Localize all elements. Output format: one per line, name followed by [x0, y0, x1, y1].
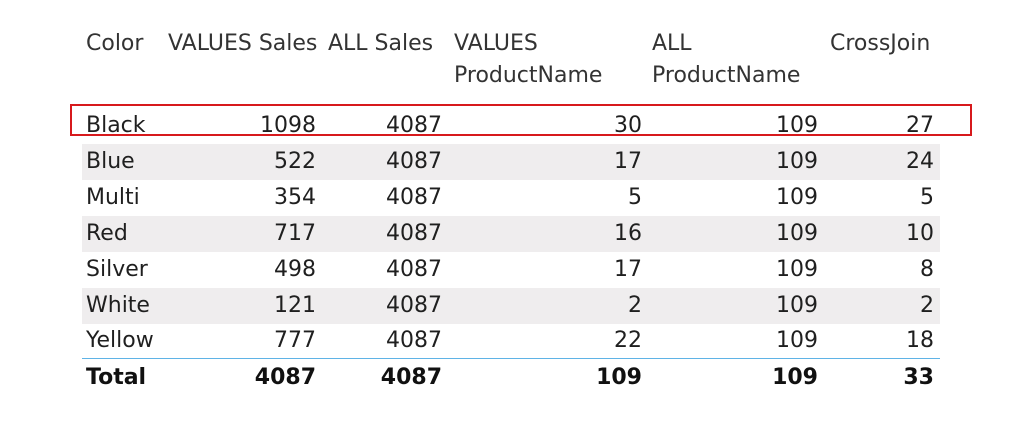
cell-color: Blue — [86, 149, 135, 174]
cell-all-productname: 109 — [776, 221, 818, 246]
cell-values-sales: 522 — [274, 149, 316, 174]
cell-color: Red — [86, 221, 128, 246]
cell-all-sales: 4087 — [386, 328, 442, 353]
cell-all-sales: 4087 — [386, 149, 442, 174]
cell-crossjoin: 18 — [906, 328, 934, 353]
table-row[interactable]: Yellow 777 4087 22 109 18 — [82, 323, 940, 359]
cell-values-sales: 717 — [274, 221, 316, 246]
highlight-box — [70, 104, 972, 136]
cell-values-productname: 22 — [614, 328, 642, 353]
column-header-label-line2: ProductName — [454, 63, 603, 88]
cell-values-productname: 109 — [596, 365, 642, 390]
column-header-label-line1: ALL — [652, 31, 692, 56]
cell-color: White — [86, 293, 150, 318]
cell-crossjoin: 8 — [920, 257, 934, 282]
total-divider — [82, 358, 940, 359]
table-row[interactable]: Silver 498 4087 17 109 8 — [82, 252, 940, 288]
cell-crossjoin: 33 — [903, 365, 934, 390]
cell-color: Multi — [86, 185, 140, 210]
cell-all-productname: 109 — [776, 113, 818, 138]
cell-all-sales: 4087 — [386, 257, 442, 282]
column-header-values-sales[interactable]: VALUES Sales — [168, 28, 317, 60]
column-header-label: VALUES Sales — [168, 31, 318, 56]
cell-color: Black — [86, 113, 146, 138]
cell-crossjoin: 2 — [920, 293, 934, 318]
column-header-label: CrossJoin — [830, 31, 931, 56]
table-row[interactable]: White 121 4087 2 109 2 — [82, 288, 940, 324]
column-header-color[interactable]: Color — [86, 28, 143, 60]
cell-color: Silver — [86, 257, 148, 282]
cell-values-sales: 4087 — [254, 365, 316, 390]
cell-color: Yellow — [86, 328, 154, 353]
column-header-label: Color — [86, 31, 144, 56]
cell-all-sales: 4087 — [386, 293, 442, 318]
column-header-crossjoin[interactable]: CrossJoin — [830, 28, 930, 60]
cell-total-label: Total — [86, 365, 147, 390]
cell-values-sales: 1098 — [260, 113, 316, 138]
cell-all-productname: 109 — [776, 185, 818, 210]
column-header-values-productname[interactable]: VALUES ProductName — [454, 28, 602, 92]
cell-values-sales: 121 — [274, 293, 316, 318]
table-row[interactable]: Black 1098 4087 30 109 27 — [82, 108, 940, 144]
cell-crossjoin: 24 — [906, 149, 934, 174]
cell-values-productname: 17 — [614, 149, 642, 174]
column-header-all-productname[interactable]: ALL ProductName — [652, 28, 800, 92]
column-header-label: ALL Sales — [328, 31, 434, 56]
cell-values-sales: 777 — [274, 328, 316, 353]
total-row[interactable]: Total 4087 4087 109 109 33 — [82, 360, 940, 396]
table-row[interactable]: Multi 354 4087 5 109 5 — [82, 180, 940, 216]
column-header-all-sales[interactable]: ALL Sales — [328, 28, 433, 60]
cell-values-productname: 2 — [628, 293, 642, 318]
column-header-label-line1: VALUES — [454, 31, 538, 56]
column-header-label-line2: ProductName — [652, 63, 801, 88]
cell-values-productname: 16 — [614, 221, 642, 246]
cell-all-productname: 109 — [776, 257, 818, 282]
cell-values-productname: 30 — [614, 113, 642, 138]
cell-all-sales: 4087 — [386, 221, 442, 246]
cell-crossjoin: 27 — [906, 113, 934, 138]
cell-all-productname: 109 — [776, 149, 818, 174]
cell-all-sales: 4087 — [386, 185, 442, 210]
cell-values-sales: 498 — [274, 257, 316, 282]
cell-crossjoin: 10 — [906, 221, 934, 246]
cell-values-productname: 17 — [614, 257, 642, 282]
cell-all-productname: 109 — [776, 293, 818, 318]
cell-all-sales: 4087 — [380, 365, 442, 390]
cell-crossjoin: 5 — [920, 185, 934, 210]
cell-values-productname: 5 — [628, 185, 642, 210]
cell-all-sales: 4087 — [386, 113, 442, 138]
cell-all-productname: 109 — [772, 365, 818, 390]
cell-all-productname: 109 — [776, 328, 818, 353]
table-row[interactable]: Red 717 4087 16 109 10 — [82, 216, 940, 252]
cell-values-sales: 354 — [274, 185, 316, 210]
table-row[interactable]: Blue 522 4087 17 109 24 — [82, 144, 940, 180]
